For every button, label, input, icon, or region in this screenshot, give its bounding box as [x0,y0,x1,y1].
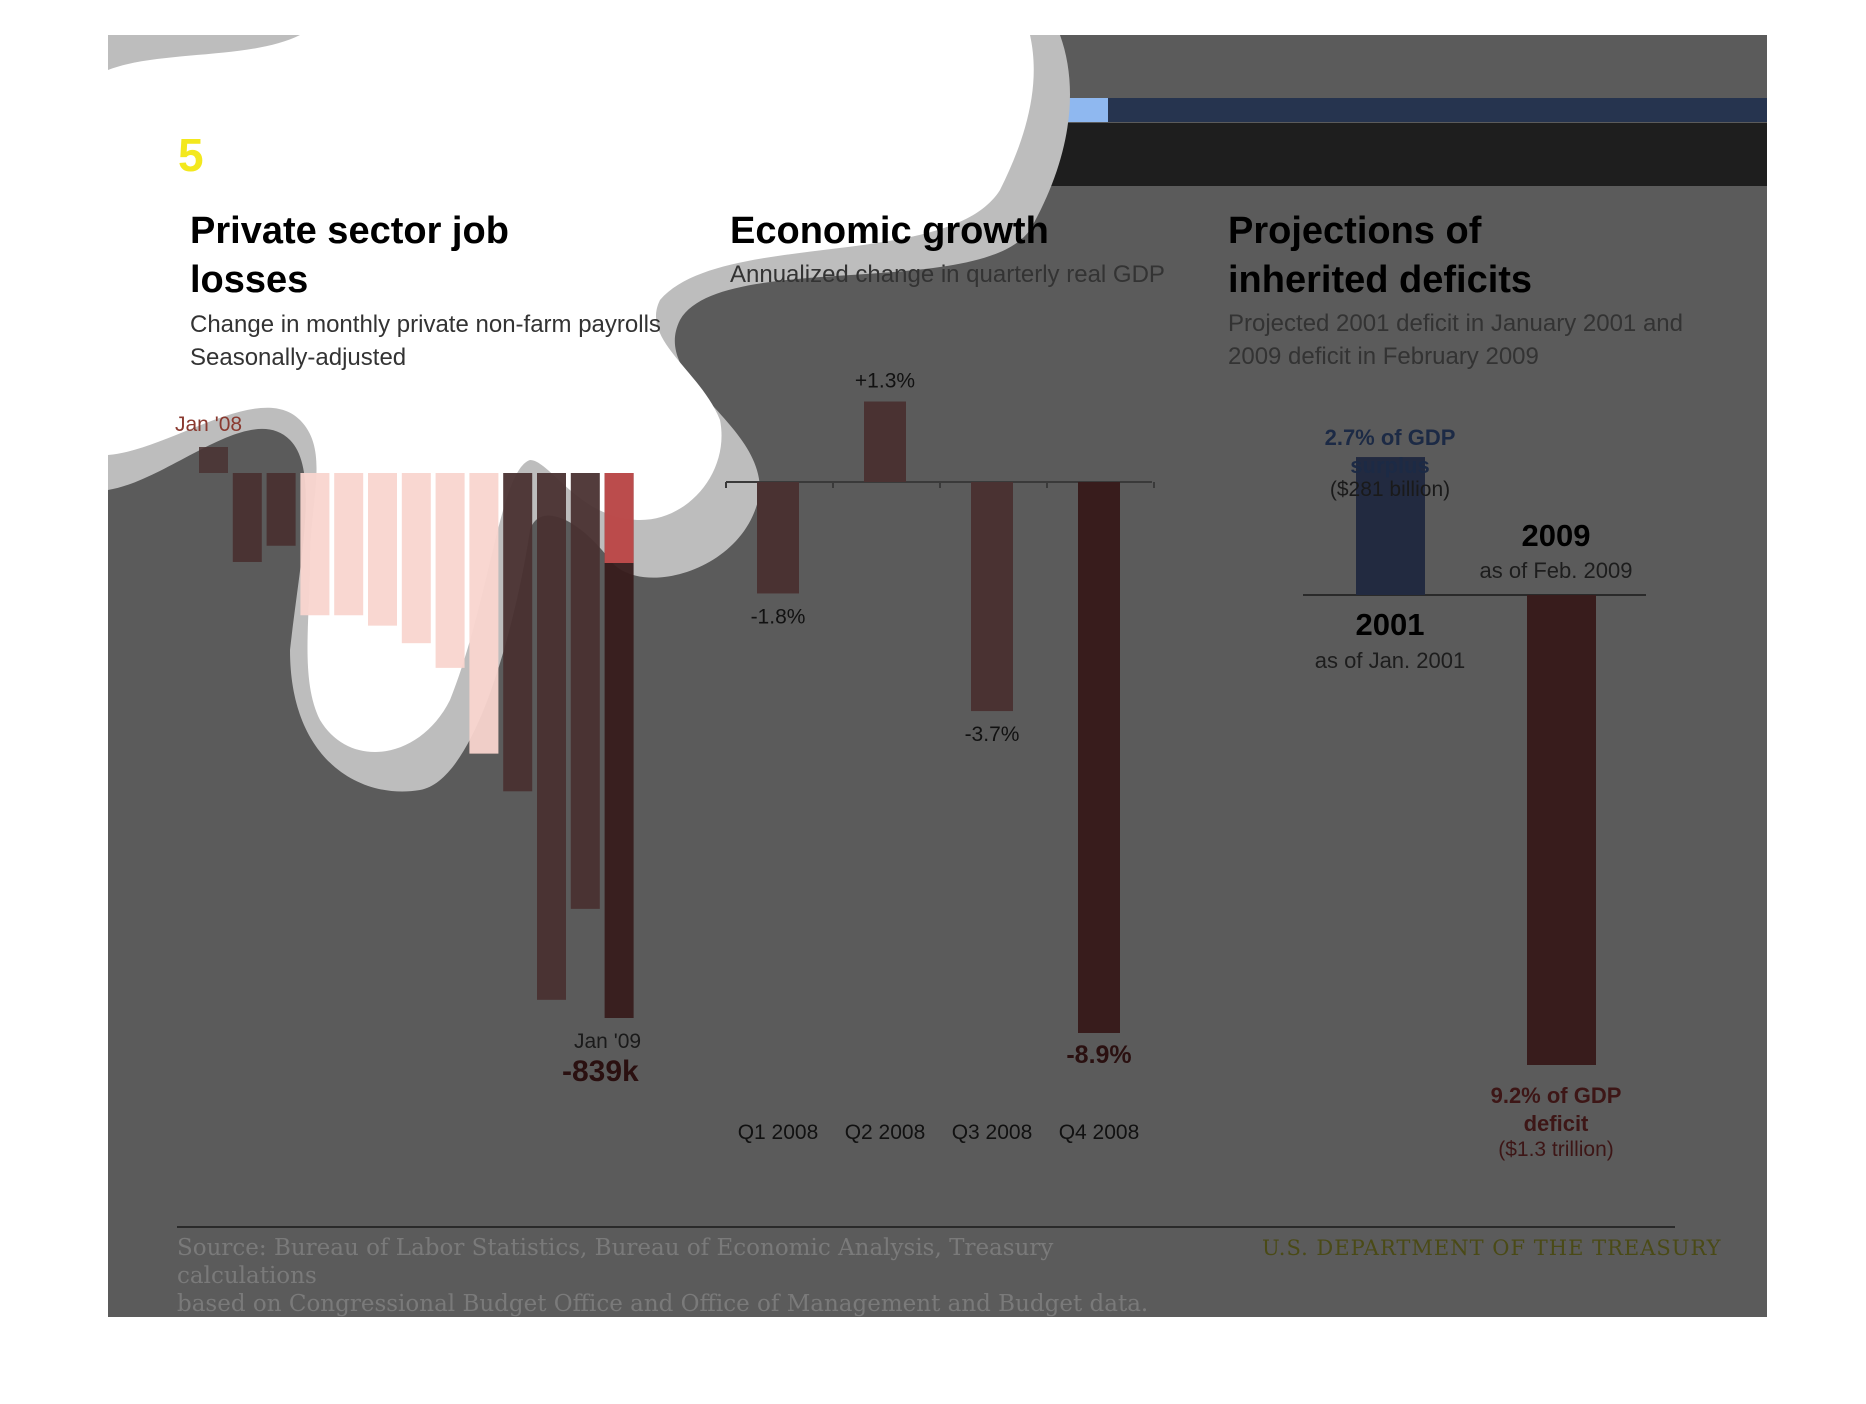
deficit-amount: ($1.3 trillion) [1498,1138,1614,1161]
growth-category-label: Q3 2008 [952,1121,1033,1144]
growth-value-label: +1.3% [855,370,915,393]
source-note: Source: Bureau of Labor Statistics, Bure… [177,1234,1157,1318]
jobs-bar [570,473,600,909]
source-line1: Source: Bureau of Labor Statistics, Bure… [177,1235,1054,1289]
source-line2: based on Congressional Budget Office and… [177,1291,1149,1317]
year-2001-label: 2001 [1355,607,1425,642]
deficits-title-line1: Projections of [1228,210,1482,252]
jobs-bar [537,473,566,1000]
jobs-bar [199,447,228,473]
jobs-bar [435,473,465,668]
page-number: 5 [178,129,204,181]
deficit-bar [1527,595,1596,1065]
jobs-subtitle-line1: Change in monthly private non-farm payro… [190,311,661,338]
jobs-bar [469,473,499,754]
deficit-bar [1356,457,1425,595]
deficit-label: 9.2% of GDP deficit [1466,1082,1646,1138]
growth-bar [1078,482,1120,1033]
jobs-bar [368,473,397,626]
growth-subtitle: Annualized change in quarterly real GDP [730,261,1165,288]
deficits-title-line2: inherited deficits [1228,259,1533,301]
jobs-bar [401,473,431,644]
asof-2001-label: as of Jan. 2001 [1314,648,1466,673]
growth-category-label: Q4 2008 [1059,1121,1140,1144]
growth-title: Economic growth [730,210,1049,252]
agency-name: U.S. DEPARTMENT OF THE TREASURY [1262,1236,1722,1260]
deficits-title: Projections of inherited deficits [1228,207,1532,305]
growth-value-label: -3.7% [965,723,1020,746]
surplus-label-line2: surplus [1350,453,1430,478]
surplus-label-line1: 2.7% of GDP [1324,425,1456,450]
growth-value-label: -1.8% [751,605,806,628]
surplus-label: 2.7% of GDP surplus [1300,424,1480,480]
growth-category-label: Q2 2008 [845,1121,926,1144]
jobs-title: Private sector job losses [190,207,509,305]
page-title: The Inherited Crisis [222,126,710,182]
surplus-amount: ($281 billion) [1329,478,1451,501]
deficits-subtitle-line1: Projected 2001 deficit in January 2001 a… [1228,310,1683,337]
growth-bar [971,482,1013,712]
jobs-end-label: Jan '09 [574,1030,642,1053]
jobs-bar [334,473,364,616]
jobs-start-label: Jan '08 [175,413,243,436]
jobs-bar [300,473,330,616]
jobs-subtitle-line2: Seasonally-adjusted [190,344,407,371]
growth-category-label: Q1 2008 [738,1121,819,1144]
jobs-title-line1: Private sector job [190,210,509,252]
jobs-title-line2: losses [190,259,309,301]
growth-bar [864,401,906,482]
jobs-subtitle: Change in monthly private non-farm payro… [190,308,661,374]
deficits-subtitle-line2: 2009 deficit in February 2009 [1228,343,1539,370]
deficits-subtitle: Projected 2001 deficit in January 2001 a… [1228,307,1683,373]
jobs-bar-highlight [604,473,634,563]
growth-value-label: -8.9% [1066,1041,1131,1069]
growth-bar [757,482,799,594]
footer-rule [177,1226,1675,1228]
deficit-label-line2: deficit [1523,1111,1589,1136]
deficit-label-line1: 9.2% of GDP [1490,1083,1622,1108]
jobs-bar [604,473,634,1018]
jobs-bar [232,473,262,562]
section-label: Crisis Response [180,101,314,120]
jobs-bar [503,473,533,792]
asof-2009-label: as of Feb. 2009 [1479,558,1633,583]
jobs-end-value: -839k [562,1055,639,1088]
year-2009-label: 2009 [1521,518,1591,553]
jobs-bar [266,473,296,546]
